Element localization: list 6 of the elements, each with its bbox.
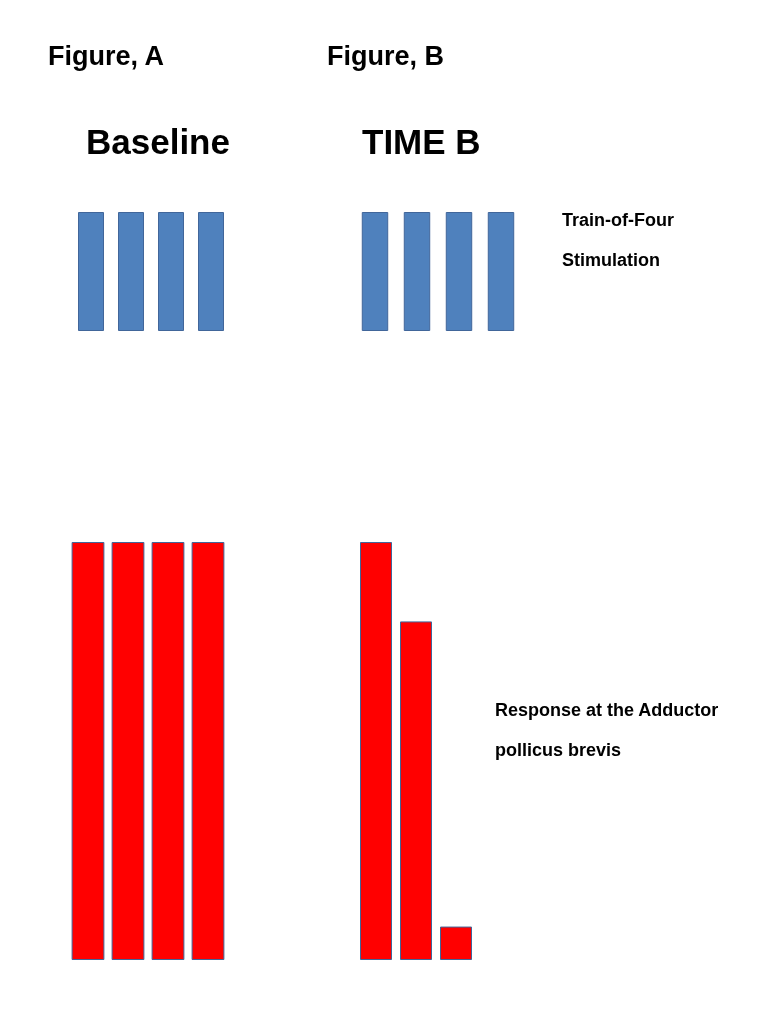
chart-subtitle: TIME B [362,122,481,161]
chart-subtitle: Baseline [86,122,230,161]
chart-title: Figure, A [48,40,165,71]
chart-title: Figure, B [327,40,445,71]
text: Train-of-Four Stimulation [562,210,679,270]
annotation: Response at the Adductor pollicus brevis [495,700,724,760]
